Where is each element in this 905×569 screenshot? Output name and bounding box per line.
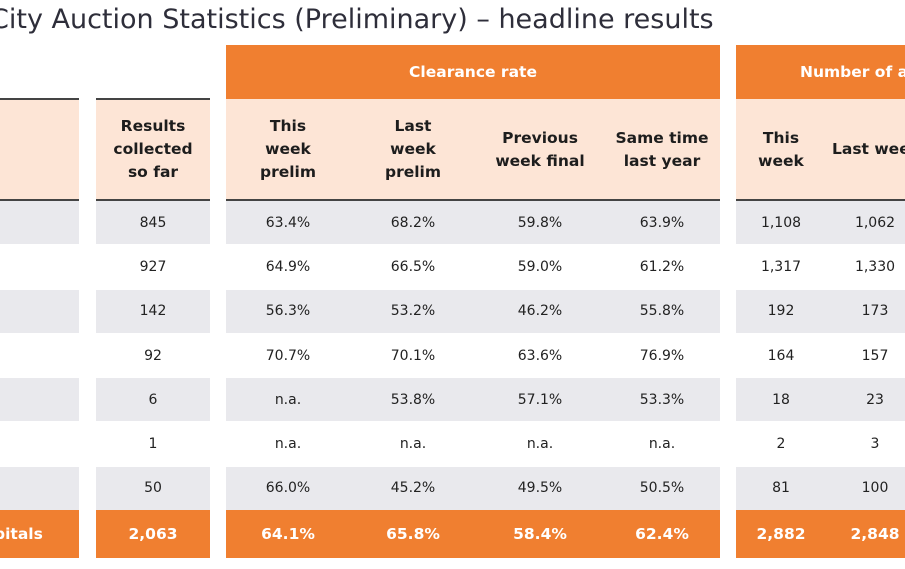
number-this-week-cell: 1,108 xyxy=(736,201,826,245)
same-time-cell: 55.8% xyxy=(604,289,720,333)
number-this-week-cell: 1,317 xyxy=(736,245,826,289)
total-region-cell: pitals xyxy=(0,510,79,558)
previous-week-cell: n.a. xyxy=(476,422,604,466)
this-week-cell: 70.7% xyxy=(226,333,350,378)
total-number-last-week-cell: 2,848 xyxy=(826,510,905,558)
this-week-cell: 63.4% xyxy=(226,201,350,245)
total-number-this-week-cell: 2,882 xyxy=(736,510,826,558)
region-cell xyxy=(0,201,79,245)
number-last-week-cell: 3 xyxy=(826,422,905,466)
last-week-cell: n.a. xyxy=(350,422,476,466)
last-week-prelim-header: Last week prelim xyxy=(350,99,476,200)
number-last-week-cell: 173 xyxy=(826,289,905,333)
number-this-week-cell: 2 xyxy=(736,422,826,466)
page-title: City Auction Statistics (Preliminary) – … xyxy=(0,4,714,35)
region-cell xyxy=(0,245,79,289)
number-last-week-cell: 100 xyxy=(826,466,905,511)
previous-week-cell: 59.8% xyxy=(476,201,604,245)
last-week-cell: 53.8% xyxy=(350,378,476,422)
results-cell: 6 xyxy=(96,378,210,422)
previous-week-cell: 63.6% xyxy=(476,333,604,378)
total-same-time-cell: 62.4% xyxy=(604,510,720,558)
results-header: Results collected so far xyxy=(96,99,210,200)
region-cell xyxy=(0,333,79,378)
results-cell: 845 xyxy=(96,201,210,245)
number-this-week-header: This week xyxy=(736,99,826,200)
number-last-week-cell: 1,062 xyxy=(826,201,905,245)
last-week-cell: 68.2% xyxy=(350,201,476,245)
results-cell: 927 xyxy=(96,245,210,289)
number-last-week-cell: 23 xyxy=(826,378,905,422)
number-this-week-cell: 192 xyxy=(736,289,826,333)
number-this-week-cell: 18 xyxy=(736,378,826,422)
previous-week-cell: 49.5% xyxy=(476,466,604,511)
results-cell: 142 xyxy=(96,289,210,333)
number-this-week-cell: 81 xyxy=(736,466,826,511)
total-results-cell: 2,063 xyxy=(96,510,210,558)
same-time-cell: 53.3% xyxy=(604,378,720,422)
number-this-week-cell: 164 xyxy=(736,333,826,378)
region-cell xyxy=(0,466,79,511)
number-last-week-cell: 157 xyxy=(826,333,905,378)
total-last-week-cell: 65.8% xyxy=(350,510,476,558)
same-time-last-year-header: Same time last year xyxy=(604,99,720,200)
last-week-cell: 70.1% xyxy=(350,333,476,378)
this-week-cell: 64.9% xyxy=(226,245,350,289)
this-week-cell: n.a. xyxy=(226,378,350,422)
this-week-cell: 56.3% xyxy=(226,289,350,333)
same-time-cell: 63.9% xyxy=(604,201,720,245)
total-previous-week-cell: 58.4% xyxy=(476,510,604,558)
region-cell xyxy=(0,289,79,333)
number-last-week-header: Last wee xyxy=(826,99,905,200)
same-time-cell: 61.2% xyxy=(604,245,720,289)
same-time-cell: 50.5% xyxy=(604,466,720,511)
region-header xyxy=(0,99,79,200)
same-time-cell: n.a. xyxy=(604,422,720,466)
results-cell: 50 xyxy=(96,466,210,511)
region-cell xyxy=(0,422,79,466)
region-cell xyxy=(0,378,79,422)
previous-week-cell: 59.0% xyxy=(476,245,604,289)
number-group-header: Number of a xyxy=(736,45,905,99)
results-cell: 1 xyxy=(96,422,210,466)
total-this-week-cell: 64.1% xyxy=(226,510,350,558)
clearance-rate-group-header: Clearance rate xyxy=(226,45,720,99)
previous-week-cell: 57.1% xyxy=(476,378,604,422)
this-week-cell: 66.0% xyxy=(226,466,350,511)
last-week-cell: 53.2% xyxy=(350,289,476,333)
results-cell: 92 xyxy=(96,333,210,378)
previous-week-cell: 46.2% xyxy=(476,289,604,333)
last-week-cell: 45.2% xyxy=(350,466,476,511)
this-week-prelim-header: This week prelim xyxy=(226,99,350,200)
last-week-cell: 66.5% xyxy=(350,245,476,289)
this-week-cell: n.a. xyxy=(226,422,350,466)
same-time-cell: 76.9% xyxy=(604,333,720,378)
previous-week-final-header: Previous week final xyxy=(476,99,604,200)
number-last-week-cell: 1,330 xyxy=(826,245,905,289)
